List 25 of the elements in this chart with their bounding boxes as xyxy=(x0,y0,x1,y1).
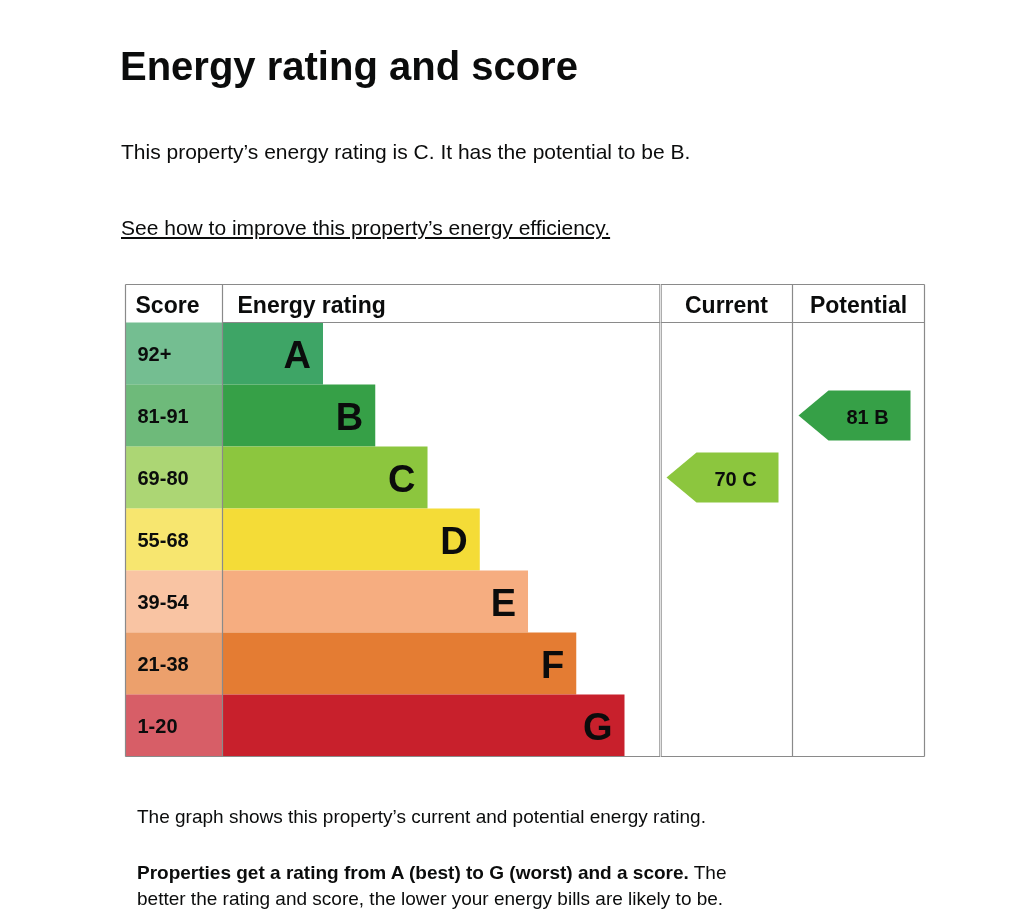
y-tick-label: 39-54 xyxy=(137,590,190,613)
y-tick-label: 69-80 xyxy=(137,466,189,489)
data-label: 81 B xyxy=(846,405,889,428)
y-tick-label: 92+ xyxy=(137,342,172,365)
text: The graph shows this property’s current and potential energy rating. xyxy=(137,805,707,829)
x-axis-title: Energy rating xyxy=(237,291,386,318)
y-tick-label: 81-91 xyxy=(137,404,189,427)
annotation: G xyxy=(582,705,613,748)
annotation: A xyxy=(283,333,312,376)
y-tick-label: 55-68 xyxy=(137,528,189,551)
annotation: E xyxy=(490,581,517,624)
annotation: B xyxy=(335,395,364,438)
y-axis-title: Score xyxy=(135,291,200,318)
y-tick-label: 21-38 xyxy=(137,652,189,675)
y-tick-label: 1-20 xyxy=(137,714,178,737)
annotation: C xyxy=(388,457,416,500)
text: Properties get a rating from A (best) to G (worst) and a score. xyxy=(137,862,689,883)
x-tick-label: Current xyxy=(684,291,769,318)
chart-subtitle: This property’s energy rating is C. It has the potential to be B. xyxy=(120,139,691,165)
chart-title: Energy rating and score xyxy=(119,43,578,88)
annotation: F xyxy=(541,643,565,686)
data-label: 70 C xyxy=(714,467,757,490)
annotation: D xyxy=(440,519,468,562)
x-tick-label: Potential xyxy=(809,291,908,318)
text: See how to improve this property’s energy efficiency. xyxy=(120,215,611,241)
